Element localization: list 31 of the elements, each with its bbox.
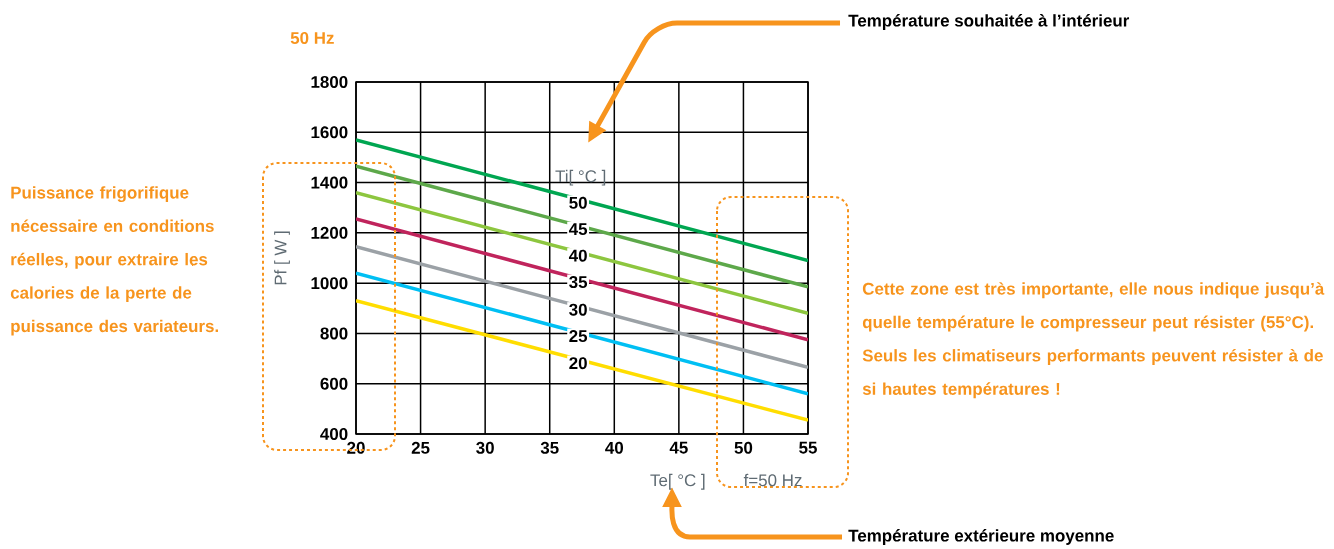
series-label: 45 [568,223,588,236]
series-label: 30 [569,303,587,316]
y-tick-label: 800 [320,327,348,340]
x-axis-title: Te[ °C ] [650,473,705,490]
y-tick-label: 1800 [311,76,348,88]
series-label: 35 [569,276,588,289]
x-tick-label: 40 [605,441,624,454]
x-tick-label: 50 [734,441,753,454]
y-tick-label: 400 [320,428,348,440]
series-label: 50 [569,196,587,209]
chart-title: 50 Hz [290,32,334,44]
text: Puissance frigorifique nécessaire en conditions réelles, pour extraire les calories de la perte de puissance des variateurs. [10,186,218,336]
y-axis-title: Pf [ W ] [274,231,290,285]
y-tick-label: 1600 [311,126,348,139]
text: f=50 Hz [743,473,802,487]
text: Température extérieure moyenne [848,529,1114,545]
y-tick-label: 1400 [311,176,348,189]
text: Cette zone est très importante, elle nous indique jusqu’à quelle température le compresseur peut résister (55°C). Seuls les climatiseurs performants peuvent résister à de si hautes températures ! [862,282,1325,399]
text: Température souhaitée à l’intérieur [848,14,1130,30]
x-tick-label: 25 [411,441,430,454]
series-label: 25 [569,330,588,343]
x-tick-label: 35 [540,441,559,454]
y-tick-label: 1000 [311,277,348,290]
y-tick-label: 600 [320,377,348,390]
x-tick-label: 45 [669,441,688,454]
x-tick-label: 30 [476,441,494,454]
y-tick-label: 1200 [311,226,348,239]
series-label: 40 [568,249,587,262]
x-tick-label: 55 [799,441,817,454]
legend-title: Ti[ °C ] [555,169,606,186]
series-label: 20 [569,357,587,370]
